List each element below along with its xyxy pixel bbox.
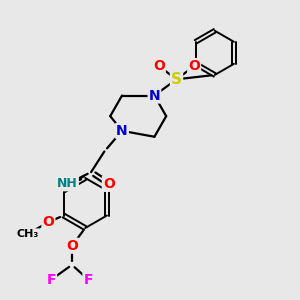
Text: NH: NH bbox=[57, 177, 78, 190]
Text: F: F bbox=[46, 273, 56, 286]
Text: N: N bbox=[148, 88, 160, 103]
Text: O: O bbox=[103, 177, 115, 191]
Text: S: S bbox=[171, 72, 182, 87]
Text: O: O bbox=[153, 59, 165, 73]
Text: O: O bbox=[188, 59, 200, 73]
Text: O: O bbox=[43, 215, 54, 229]
Text: N: N bbox=[116, 124, 128, 138]
Text: F: F bbox=[83, 273, 93, 286]
Text: O: O bbox=[66, 239, 78, 253]
Text: CH₃: CH₃ bbox=[17, 229, 39, 239]
